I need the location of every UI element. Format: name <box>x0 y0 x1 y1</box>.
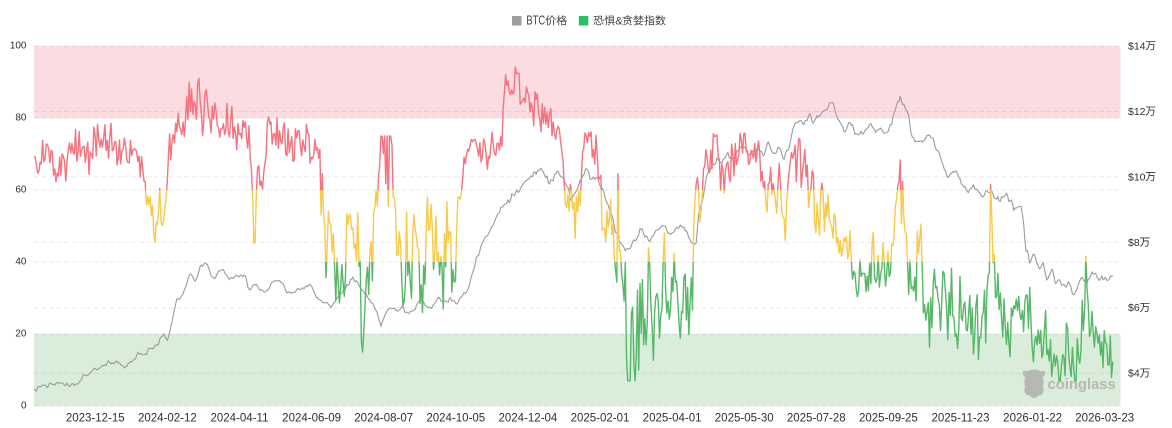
svg-text:2025-04-01: 2025-04-01 <box>643 412 702 424</box>
svg-text:2024-04-11: 2024-04-11 <box>211 412 269 424</box>
svg-text:40: 40 <box>15 257 27 268</box>
svg-text:2025-11-23: 2025-11-23 <box>932 412 990 424</box>
svg-text:2025-07-28: 2025-07-28 <box>787 412 846 424</box>
svg-text:&: & <box>615 16 623 28</box>
svg-text:BTC: BTC <box>526 14 545 28</box>
svg-text:20: 20 <box>15 329 27 340</box>
svg-text:100: 100 <box>10 41 27 52</box>
svg-text:coinglass: coinglass <box>1048 377 1116 393</box>
svg-text:$14: $14 <box>1128 40 1146 52</box>
svg-text:2023-12-15: 2023-12-15 <box>66 412 125 424</box>
svg-text:2024-10-05: 2024-10-05 <box>426 412 485 424</box>
svg-text:2026-01-22: 2026-01-22 <box>1003 412 1062 424</box>
svg-text:$4: $4 <box>1128 368 1140 380</box>
svg-text:2025-02-01: 2025-02-01 <box>571 412 630 424</box>
svg-text:2024-02-12: 2024-02-12 <box>138 412 197 424</box>
svg-text:$10: $10 <box>1128 171 1146 183</box>
svg-text:$8: $8 <box>1128 237 1140 249</box>
svg-text:$12: $12 <box>1128 106 1146 118</box>
svg-text:2025-09-25: 2025-09-25 <box>859 412 918 424</box>
svg-text:2024-08-07: 2024-08-07 <box>354 412 413 424</box>
svg-text:$6: $6 <box>1128 302 1140 314</box>
svg-text:80: 80 <box>15 113 27 124</box>
svg-text:2026-03-23: 2026-03-23 <box>1075 412 1134 424</box>
svg-text:60: 60 <box>15 185 27 196</box>
svg-text:2024-06-09: 2024-06-09 <box>282 412 341 424</box>
svg-text:2024-12-04: 2024-12-04 <box>498 412 557 424</box>
svg-text:0: 0 <box>21 401 27 412</box>
svg-text:2025-05-30: 2025-05-30 <box>715 412 774 424</box>
